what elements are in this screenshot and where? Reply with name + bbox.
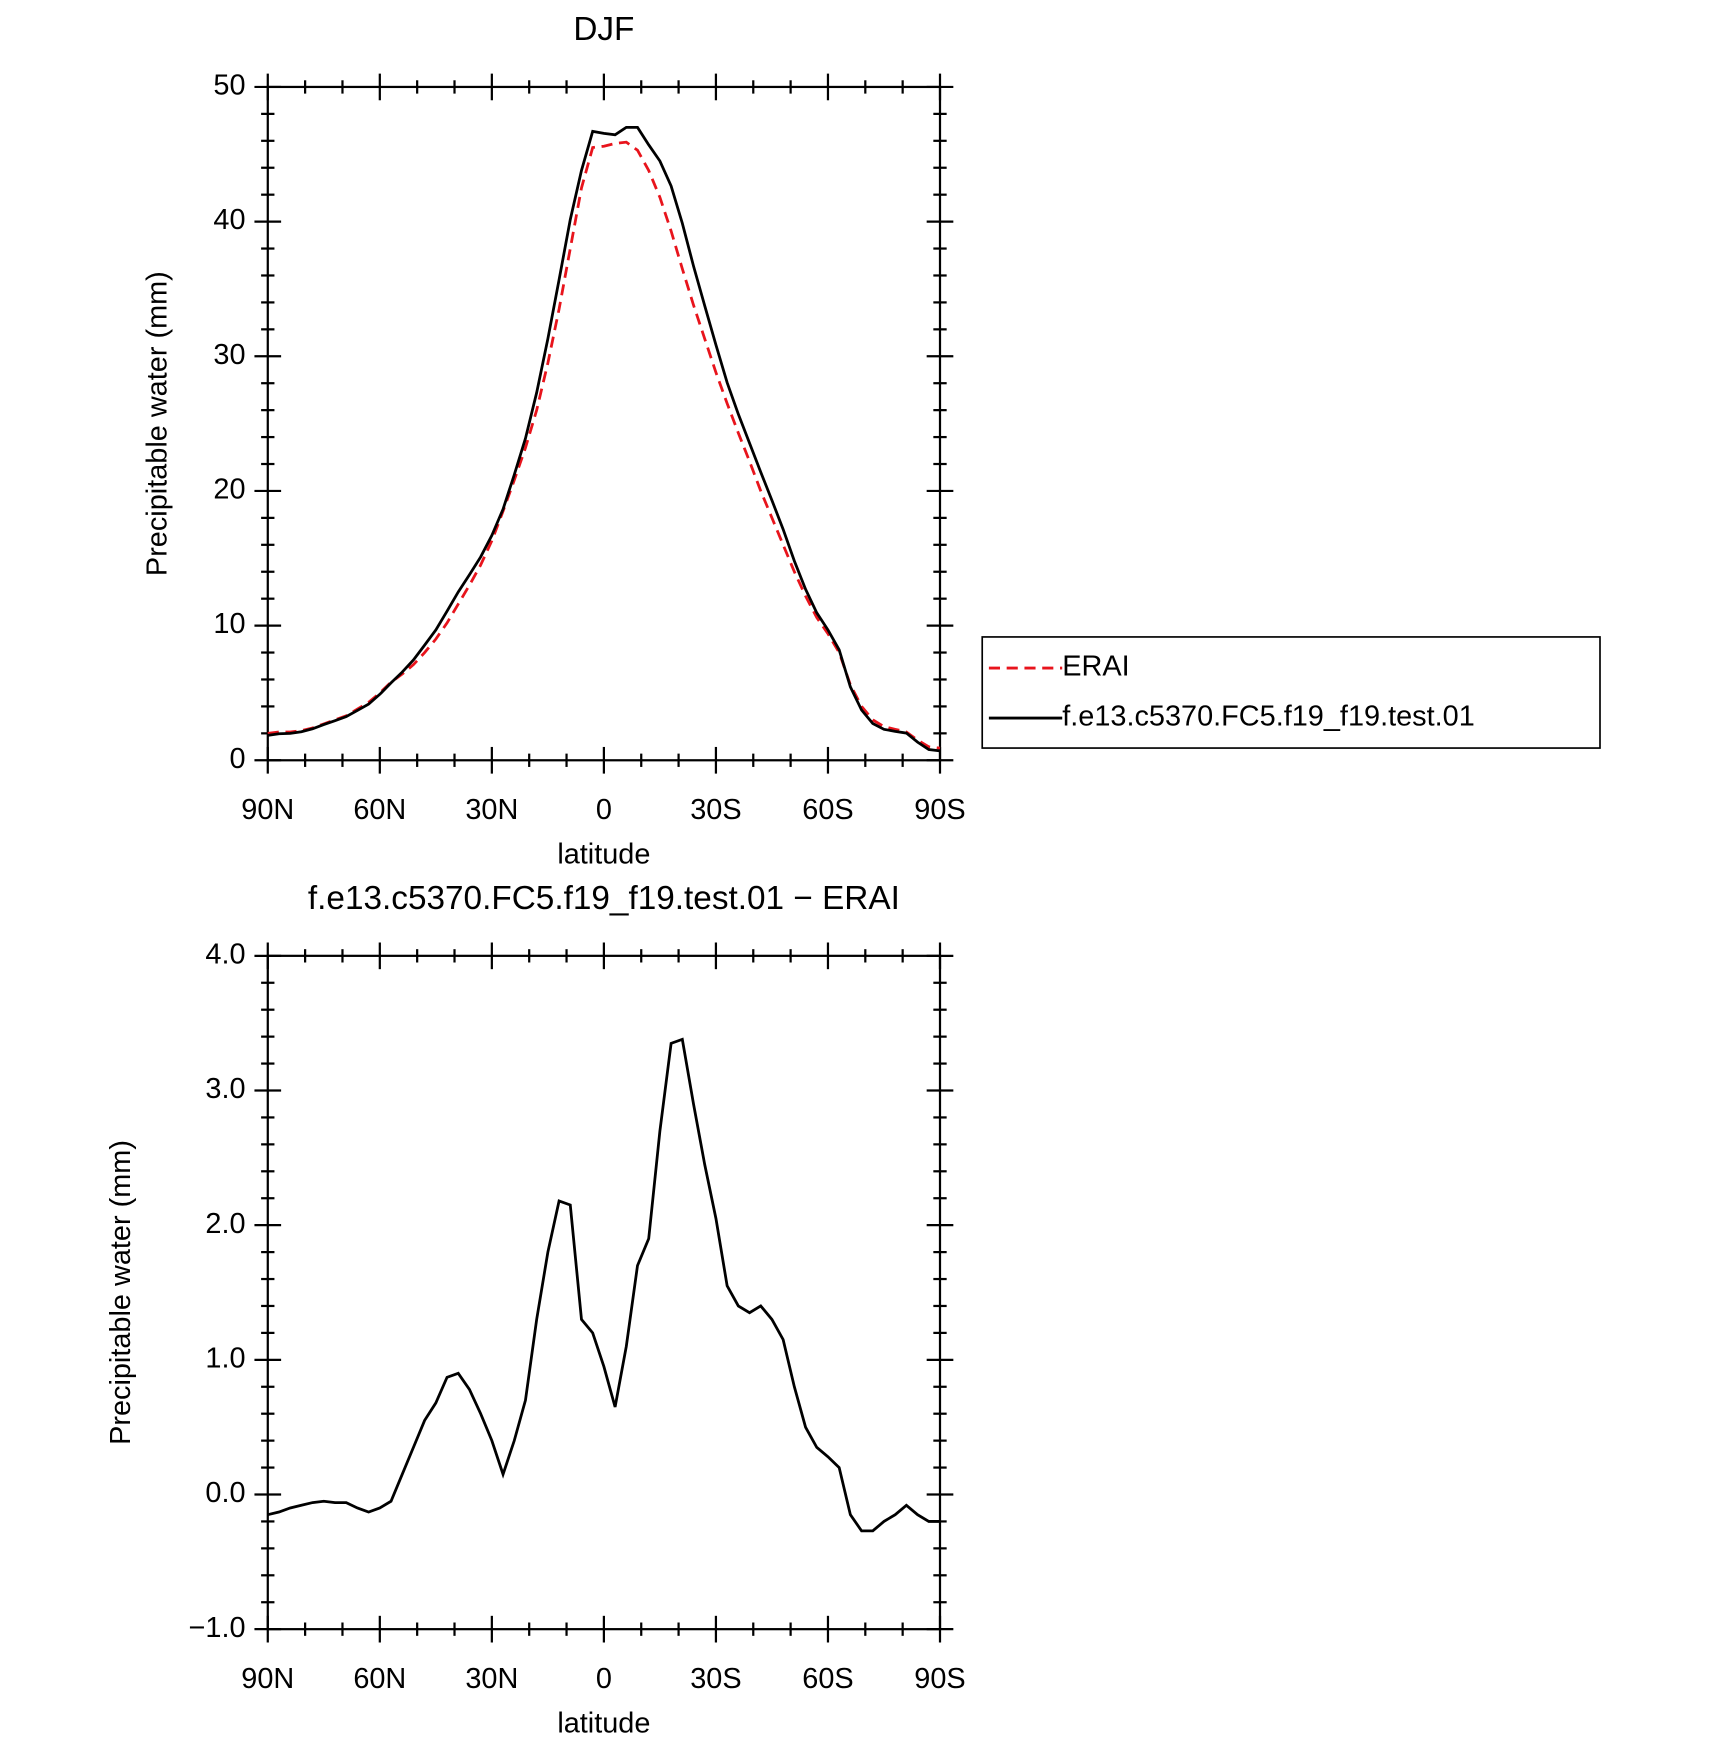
y-tick-label: 0.0 xyxy=(205,1477,245,1509)
legend-label: f.e13.c5370.FC5.f19_f19.test.01 xyxy=(1062,701,1475,733)
data-line xyxy=(267,140,941,750)
y-tick-label: 20 xyxy=(213,474,245,506)
legend-label: ERAI xyxy=(1062,651,1129,683)
y-tick-label: 2.0 xyxy=(205,1208,245,1240)
x-tick-label: 30N xyxy=(465,1663,518,1695)
data-line xyxy=(267,1037,940,1533)
y-tick-label: 0 xyxy=(229,743,245,775)
chart-title: f.e13.c5370.FC5.f19_f19.test.01 − ERAI xyxy=(308,880,900,917)
x-tick-label: 30N xyxy=(465,794,518,826)
chart-title: DJF xyxy=(573,11,634,48)
x-tick-label: 30S xyxy=(690,1663,741,1695)
x-tick-label: 30S xyxy=(690,794,741,826)
legend-box xyxy=(981,636,1601,749)
y-tick-label: 10 xyxy=(213,608,245,640)
x-tick-label: 60S xyxy=(802,794,853,826)
x-tick-label: 90S xyxy=(914,794,965,826)
y-tick-label: 40 xyxy=(213,204,245,236)
x-tick-label: 90N xyxy=(241,1663,294,1695)
x-axis-label: latitude xyxy=(557,1707,650,1739)
y-tick-label: 4.0 xyxy=(205,938,245,970)
y-tick-label: 30 xyxy=(213,339,245,371)
y-tick-label: 1.0 xyxy=(205,1342,245,1374)
x-tick-label: 0 xyxy=(596,794,612,826)
plot-frame xyxy=(266,954,942,1631)
data-line xyxy=(267,125,941,753)
plot-frame xyxy=(266,85,942,762)
y-axis-label: Precipitable water (mm) xyxy=(105,1140,137,1445)
y-tick-label: −1.0 xyxy=(189,1612,246,1644)
x-tick-label: 60S xyxy=(802,1663,853,1695)
y-tick-label: 50 xyxy=(213,70,245,102)
x-axis-label: latitude xyxy=(557,838,650,870)
x-tick-label: 0 xyxy=(596,1663,612,1695)
x-tick-label: 90S xyxy=(914,1663,965,1695)
x-tick-label: 60N xyxy=(353,1663,406,1695)
y-axis-label: Precipitable water (mm) xyxy=(142,271,174,576)
x-tick-label: 90N xyxy=(241,794,294,826)
y-tick-label: 3.0 xyxy=(205,1073,245,1105)
x-tick-label: 60N xyxy=(353,794,406,826)
